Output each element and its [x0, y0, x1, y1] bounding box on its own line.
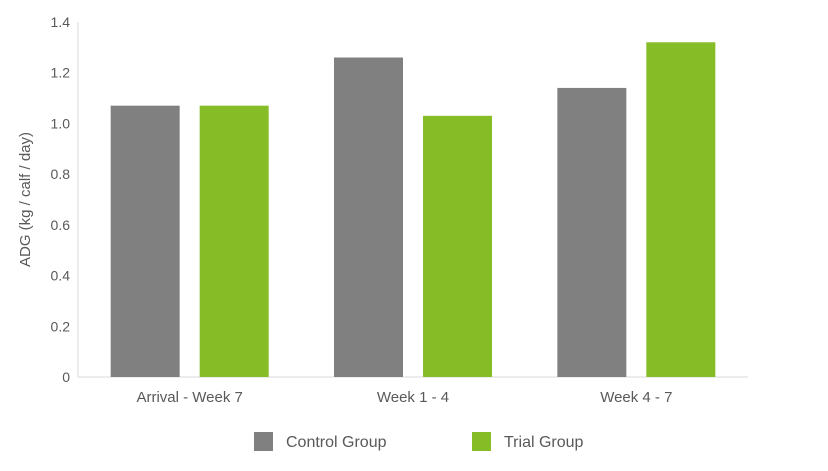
y-tick-label: 1.0 — [51, 115, 71, 131]
y-axis: 0 0.2 0.4 0.6 0.8 1.0 1.2 1.4 ADG (kg / calf / d… — [17, 14, 79, 385]
bar-trial-group-2 — [646, 42, 716, 378]
bar-control-group-2 — [557, 87, 627, 377]
bar-trial-group-1 — [423, 115, 492, 378]
y-tick-label: 0.2 — [51, 318, 71, 334]
y-axis-title: ADG (kg / calf / day) — [17, 132, 34, 267]
x-category-label: Arrival - Week 7 — [136, 389, 242, 406]
y-tick-label: 0.4 — [51, 268, 71, 284]
legend-label: Trial Group — [504, 434, 584, 451]
legend-label: Control Group — [286, 434, 387, 451]
y-tick-label: 1.4 — [51, 14, 71, 30]
legend-swatch-trial-group — [472, 432, 491, 451]
y-tick-label: 1.2 — [51, 65, 71, 81]
y-tick-label: 0.8 — [51, 166, 71, 182]
bars — [110, 42, 716, 378]
x-axis: Arrival - Week 7 Week 1 - 4 Week 4 - 7 — [78, 376, 748, 406]
x-category-label: Week 1 - 4 — [377, 389, 449, 406]
legend-swatch-control-group — [254, 432, 273, 451]
y-tick-label: 0 — [62, 369, 70, 385]
bar-trial-group-0 — [199, 105, 269, 377]
y-tick-label: 0.6 — [51, 217, 71, 233]
legend: Control Group Trial Group — [254, 432, 584, 451]
bar-control-group-1 — [334, 57, 403, 377]
bar-control-group-0 — [110, 105, 180, 377]
x-category-label: Week 4 - 7 — [600, 389, 672, 406]
